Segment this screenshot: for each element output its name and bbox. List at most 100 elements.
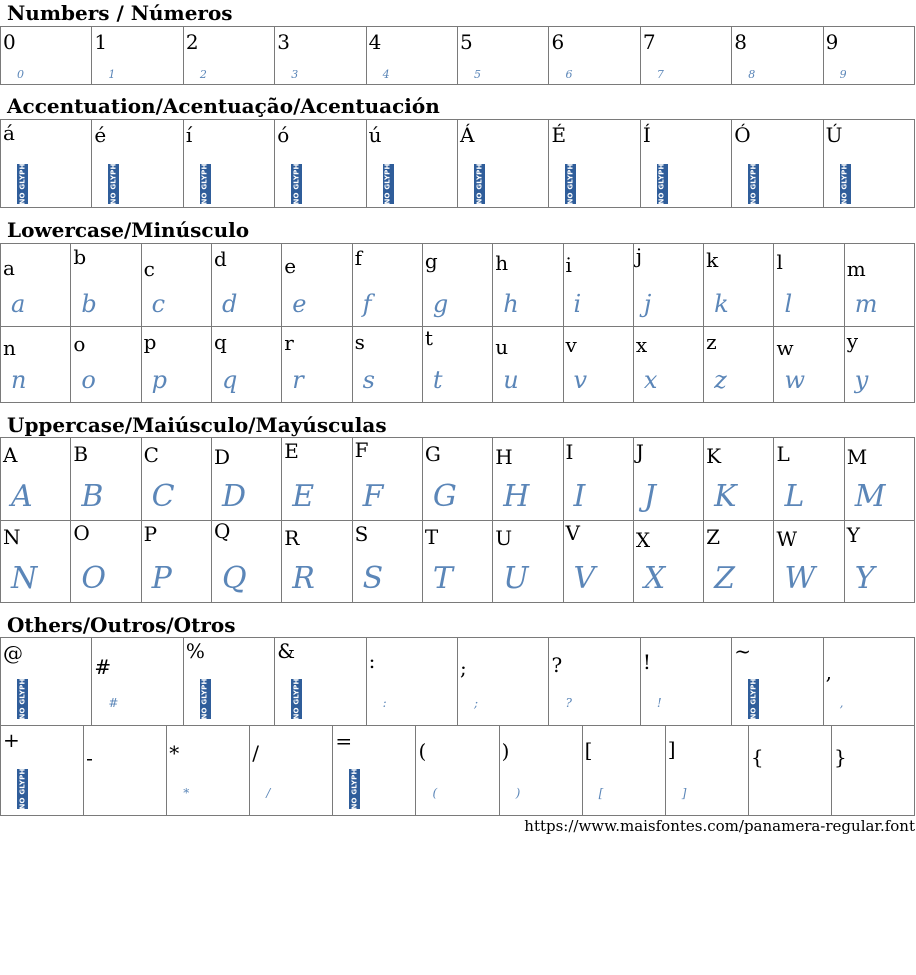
font-glyph-sample: w [784, 366, 805, 394]
glyph-cell-u28: (( [415, 726, 498, 815]
glyph-cell-ucd: Í NO GLYPH [639, 120, 731, 207]
character-label: s [354, 330, 365, 354]
font-glyph-sample: g [432, 290, 449, 318]
font-glyph-sample: * [183, 786, 190, 800]
glyph-cell-uf3: ó NO GLYPH [274, 120, 365, 207]
character-label: 4 [368, 30, 382, 54]
no-glyph-badge: NO GLYPH [17, 769, 28, 809]
font-glyph-sample: T [432, 561, 453, 596]
character-label: A [3, 443, 18, 467]
font-glyph-sample: L [784, 479, 805, 514]
font-glyph-sample: ; [474, 696, 479, 710]
character-label: f [354, 246, 362, 270]
character-label: y [846, 329, 859, 353]
font-source-link[interactable]: https://www.maisfontes.com/panamera-regu… [524, 817, 915, 835]
font-glyph-sample: ! [656, 696, 662, 710]
character-label: P [143, 522, 158, 546]
glyph-cell-ud3: Ó NO GLYPH [731, 120, 822, 207]
character-label: k [706, 248, 719, 272]
font-glyph-sample: 0 [17, 68, 24, 81]
character-label: ó [277, 123, 290, 147]
font-glyph-sample: ? [565, 696, 572, 710]
character-label: a [3, 256, 15, 280]
character-label: 0 [3, 30, 16, 54]
no-glyph-badge: NO GLYPH [656, 164, 668, 204]
character-label: % [185, 639, 205, 663]
character-label: q [213, 330, 227, 354]
no-glyph-badge: NO GLYPH [291, 679, 303, 719]
no-glyph-badge: NO GLYPH [349, 769, 361, 809]
glyph-cell-ue9: é NO GLYPH [91, 120, 182, 207]
character-label: v [565, 333, 577, 357]
no-glyph-label: NO GLYPH [566, 164, 575, 204]
character-label: j [635, 244, 643, 268]
glyph-cell-u7e: ~ NO GLYPH [731, 638, 822, 725]
character-label: Q [213, 520, 231, 543]
no-glyph-badge: NO GLYPH [17, 164, 28, 204]
character-label: 5 [460, 30, 473, 54]
no-glyph-label: NO GLYPH [475, 164, 484, 204]
no-glyph-badge: NO GLYPH [839, 164, 851, 204]
font-glyph-sample: e [292, 290, 307, 318]
font-glyph-sample: 2 [199, 68, 207, 81]
font-glyph-sample: C [151, 479, 175, 514]
font-glyph-sample: D [221, 479, 246, 514]
font-glyph-sample: ) [515, 786, 521, 800]
character-label: m [846, 257, 866, 281]
font-glyph-sample: E [292, 479, 315, 514]
character-label: Í [642, 123, 651, 147]
font-glyph-sample: # [108, 696, 119, 710]
no-glyph-badge: NO GLYPH [199, 679, 211, 719]
character-label: R [284, 526, 300, 550]
character-label: / [252, 741, 260, 765]
font-glyph-sample: M [854, 479, 886, 514]
character-label: Ó [734, 123, 751, 147]
glyph-cell-uda: Ú NO GLYPH [822, 120, 916, 207]
glyph-cell-u40: @ NO GLYPH [0, 638, 91, 725]
character-label: e [284, 254, 297, 278]
numbers-section-title: Numbers / Números [7, 1, 233, 25]
no-glyph-label: NO GLYPH [109, 164, 118, 204]
character-label: r [284, 331, 294, 355]
font-glyph-sample: 9 [839, 68, 847, 81]
character-label: ? [551, 653, 563, 677]
character-label: é [94, 123, 107, 147]
character-label: n [3, 336, 16, 360]
no-glyph-label: NO GLYPH [18, 164, 26, 204]
glyph-cell-u3d: = NO GLYPH [332, 726, 415, 815]
character-label: * [169, 741, 180, 765]
no-glyph-label: NO GLYPH [840, 164, 849, 204]
font-glyph-sample: 6 [565, 68, 573, 81]
font-glyph-sample: ( [432, 786, 438, 800]
character-label: ) [501, 739, 510, 763]
character-label: F [354, 438, 369, 462]
character-label: = [335, 729, 353, 753]
character-label: U [495, 526, 513, 550]
glyph-cell-u3b: ;; [457, 638, 548, 725]
uppercase-section-title: Uppercase/Maiúsculo/Mayúsculas [7, 413, 387, 437]
character-label: z [706, 330, 717, 354]
character-label: 3 [277, 30, 290, 54]
character-label: x [635, 333, 648, 357]
character-label: E [284, 439, 299, 463]
font-glyph-sample: x [643, 366, 658, 394]
glyph-cell-u3f: ?? [548, 638, 639, 725]
